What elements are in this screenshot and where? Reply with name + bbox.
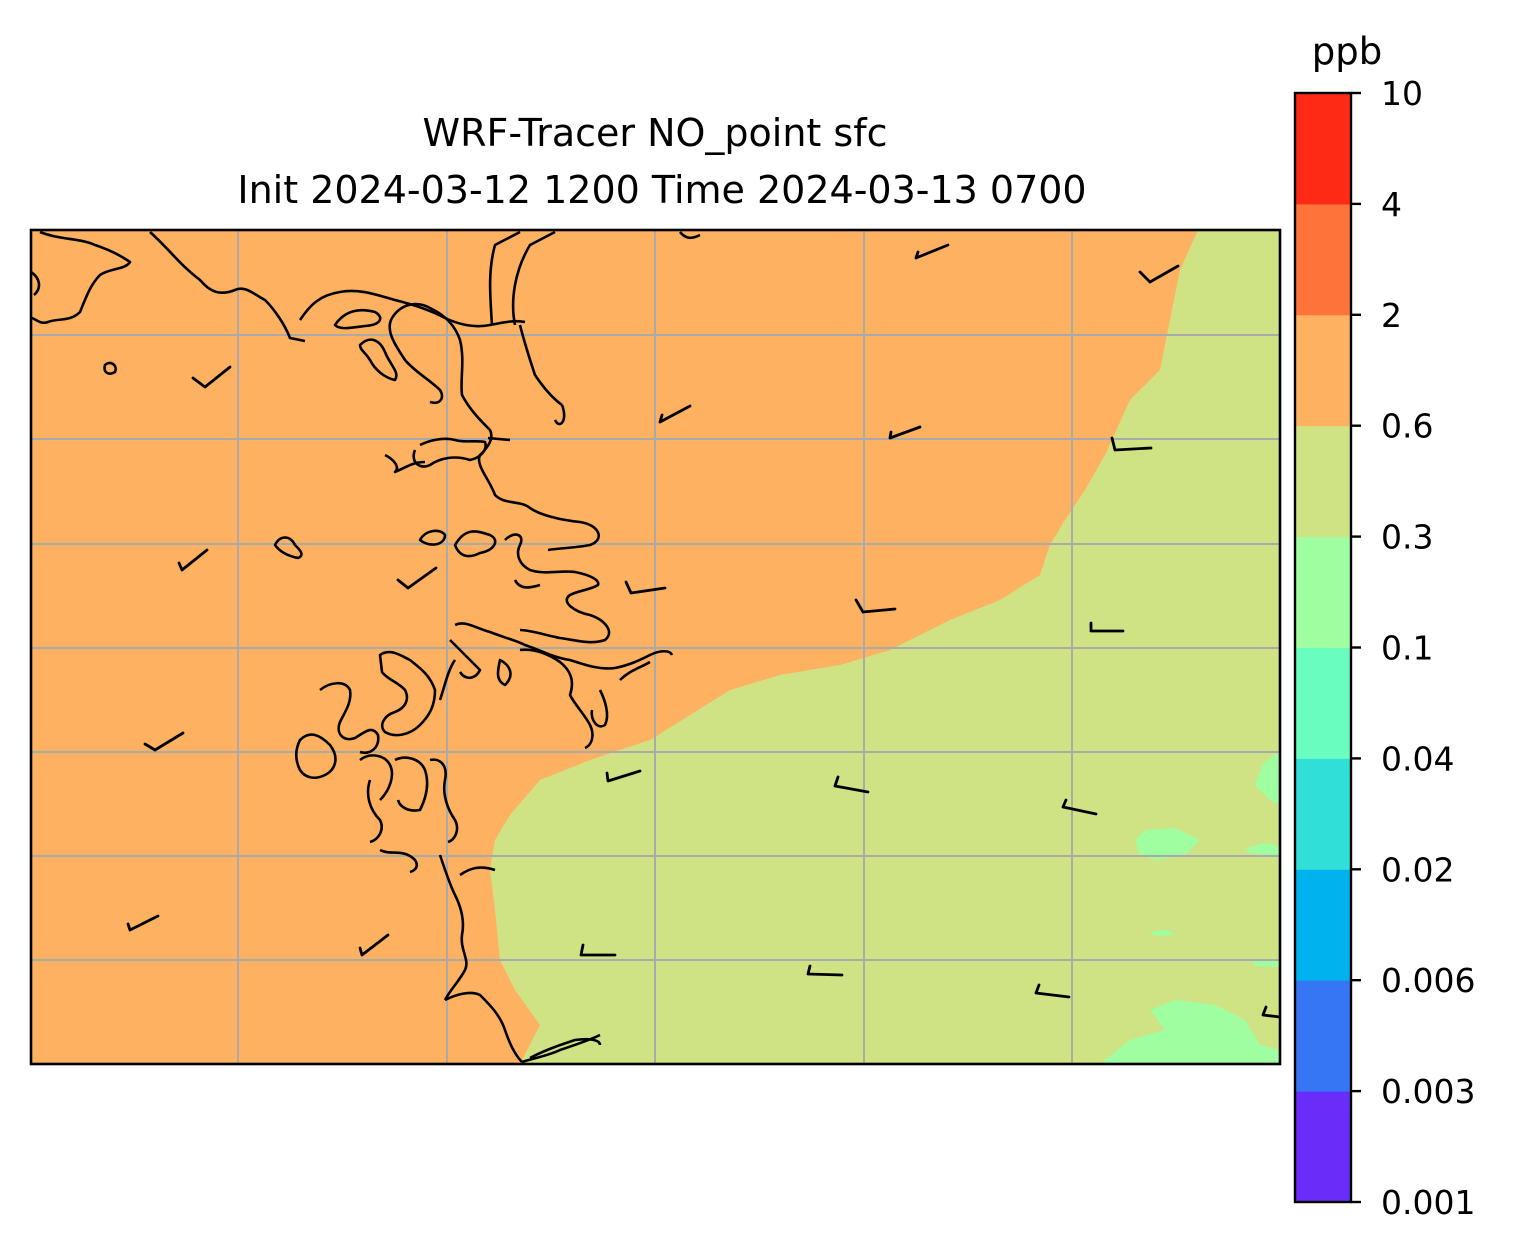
wind-barb [1061,798,1098,816]
wind-barb [1089,621,1125,633]
wind-barb [658,404,692,424]
colorbar-band [1295,314,1351,427]
map-panel [31,230,1280,1064]
colorbar-tick-label: 0.003 [1381,1072,1475,1111]
colorbar-tick-label: 0.1 [1381,629,1433,668]
colorbar-band [1295,93,1351,205]
wind-barb [143,731,185,752]
wind-barb [396,566,438,590]
wind-barb [358,933,390,957]
concentration-band-0.1-0.3-patch [1245,843,1280,856]
colorbar-band [1295,869,1351,981]
wind-barb [1261,1005,1280,1019]
wind-barb [126,914,160,932]
colorbar-tick-label: 0.001 [1381,1183,1475,1222]
wind-barb [914,243,950,260]
colorbar-tick-label: 2 [1381,296,1402,335]
colorbar-band [1295,647,1351,759]
colorbar-tick-label: 0.3 [1381,518,1433,557]
wind-barb [579,943,617,957]
wind-barb [1034,983,1071,999]
wind-barb [177,548,209,572]
colorbar-band [1295,425,1351,538]
map-title-line1: WRF-Tracer NO_point sfc [423,111,888,155]
colorbar-band [1295,1091,1351,1203]
colorbar-band [1295,203,1351,316]
concentration-band-0.1-0.3-patch [1135,828,1200,860]
wind-barb [1138,264,1180,284]
map-title-line2: Init 2024-03-12 1200 Time 2024-03-13 070… [237,168,1086,212]
colorbar-band [1295,536,1351,648]
concentration-band-0.1-0.3-patch [1100,1000,1280,1064]
colorbar-tick-label: 0.04 [1381,739,1454,778]
colorbar-unit-label: ppb [1312,30,1382,73]
colorbar-band [1295,758,1351,870]
colorbar-tick-label: 0.006 [1381,961,1475,1000]
wind-barb [1110,436,1153,452]
wind-barb [605,769,642,783]
concentration-band-0.1-0.3-patch [1255,750,1280,805]
wind-barb [854,598,897,614]
coastlines [31,230,701,1064]
colorbar-tick-label: 0.6 [1381,407,1433,446]
colorbar: 0.001 0.003 0.006 0.02 0.04 0.1 0.3 0.6 2 4 10 ppb [1293,30,1475,1222]
colorbar-tick-label: 0.02 [1381,850,1454,889]
colorbar-tick-label: 10 [1381,74,1423,113]
wind-barb [191,365,232,389]
concentration-band-0.1-0.3-patch [1150,930,1175,936]
wind-barb [624,580,667,595]
wind-barb [806,964,844,977]
wind-barbs [126,243,1280,1019]
wind-barb [888,425,922,440]
wind-barb [833,775,870,794]
map-frame [29,228,1282,1066]
gridlines [31,230,1280,1064]
colorbar-tick-label: 4 [1381,185,1402,224]
colorbar-band [1295,980,1351,1092]
